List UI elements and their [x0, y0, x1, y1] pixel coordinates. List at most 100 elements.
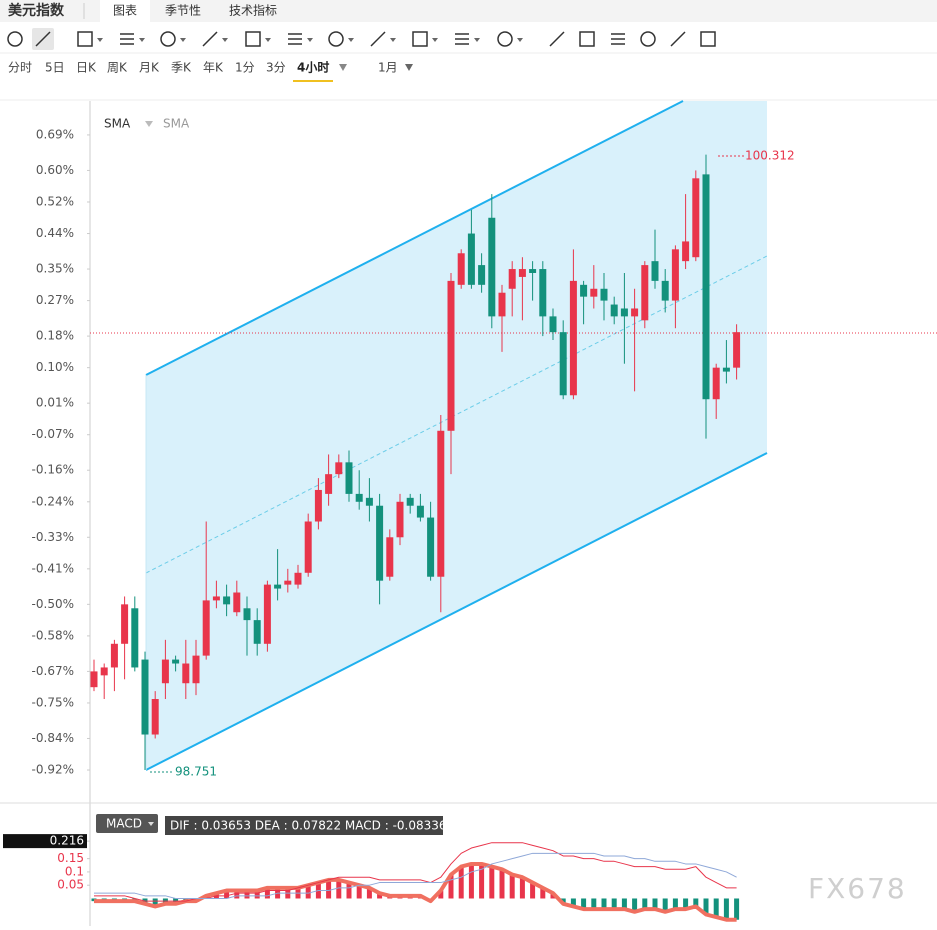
macd-bar — [356, 885, 362, 899]
y-tick-label: -0.50% — [32, 597, 74, 611]
indicator-values-bg — [165, 816, 443, 835]
period[interactable]: 季K — [171, 61, 192, 75]
icon-arrow — [432, 38, 438, 42]
legend-item[interactable]: SMA — [104, 117, 131, 131]
toolbar-icon[interactable] — [245, 31, 271, 47]
toolbar-icon[interactable] — [328, 31, 354, 47]
dropdown-arrow[interactable] — [339, 64, 347, 71]
candle-body — [722, 367, 730, 372]
candle-body — [212, 596, 220, 601]
y-tick-label: 0.216 — [50, 834, 84, 848]
toolbar-icon[interactable] — [77, 31, 103, 47]
icon-arrow — [139, 38, 145, 42]
y-tick-label: -0.58% — [32, 628, 74, 642]
icon-shape — [412, 31, 428, 47]
period[interactable]: 1分 — [235, 61, 255, 75]
toolbar-icon[interactable] — [160, 31, 186, 47]
period[interactable]: 3分 — [266, 61, 286, 75]
toolbar-icon[interactable] — [7, 31, 23, 47]
candle-body — [529, 269, 537, 273]
period[interactable]: 分时 — [8, 61, 32, 75]
y-tick-label: 0.18% — [36, 329, 74, 343]
macd-bar — [377, 893, 383, 899]
dropdown-arrow[interactable] — [405, 64, 413, 71]
macd-bar — [581, 898, 587, 910]
tab[interactable]: 技术指标 — [229, 3, 277, 18]
tab[interactable]: 季节性 — [165, 4, 201, 18]
toolbar-icon[interactable] — [497, 31, 523, 47]
indicator-name[interactable]: MACD — [106, 817, 142, 831]
period[interactable]: 4小时 — [297, 60, 329, 75]
macd-bar — [305, 885, 311, 899]
candle-body — [202, 600, 210, 656]
tab[interactable]: 图表 — [113, 4, 137, 18]
toolbar-icon[interactable] — [549, 31, 565, 47]
toolbar-icon[interactable] — [370, 31, 396, 47]
period[interactable]: 日K — [76, 61, 97, 75]
y-tick-label: 0.10% — [36, 360, 74, 374]
candle-body — [692, 178, 700, 258]
candle-body — [702, 174, 710, 400]
toolbar-icon[interactable] — [611, 33, 625, 45]
macd-bar — [254, 890, 260, 899]
icon-arrow — [348, 38, 354, 42]
dea-line — [94, 852, 737, 899]
icon-arrow — [180, 38, 186, 42]
macd-bar — [611, 898, 617, 910]
channel-fill — [146, 101, 767, 770]
period[interactable]: 月K — [139, 61, 160, 75]
candle-body — [233, 592, 241, 613]
icon-shape — [549, 31, 565, 47]
toolbar-icon[interactable] — [640, 31, 656, 47]
macd-bar — [448, 874, 454, 899]
icon-shape — [7, 31, 23, 47]
toolbar-icon[interactable] — [120, 33, 145, 45]
active-tab-bg — [100, 0, 150, 22]
candle-body — [600, 288, 608, 301]
icon-shape — [455, 33, 469, 45]
candle-body — [539, 269, 547, 317]
macd-bar — [693, 898, 699, 907]
candle-body — [488, 217, 496, 317]
toolbar-icon[interactable] — [700, 31, 716, 47]
y-tick-label: -0.41% — [32, 561, 74, 575]
icon-shape — [611, 33, 625, 45]
macd-bar — [489, 866, 495, 899]
y-tick-label: -0.75% — [32, 695, 74, 709]
period[interactable]: 周K — [107, 61, 128, 75]
toolbar-icon[interactable] — [288, 33, 313, 45]
toolbar-icon[interactable] — [35, 31, 51, 47]
candle-body — [345, 462, 353, 494]
candle-body — [559, 332, 567, 396]
toolbar-icon[interactable] — [670, 31, 686, 47]
toolbar-icon[interactable] — [455, 33, 480, 45]
candle-body — [263, 584, 271, 644]
candle-body — [182, 663, 190, 684]
icon-arrow — [265, 38, 271, 42]
y-tick-label: 0.69% — [36, 127, 74, 141]
toolbar-icon[interactable] — [412, 31, 438, 47]
icon-arrow — [474, 38, 480, 42]
toolbar-icon[interactable] — [579, 31, 595, 47]
candle-body — [590, 288, 598, 297]
icon-arrow — [307, 38, 313, 42]
candle-body — [447, 280, 455, 431]
candle-body — [325, 474, 333, 494]
candle-body — [406, 497, 414, 506]
macd-bar — [336, 879, 342, 899]
macd-bar — [621, 898, 627, 910]
candle-body — [498, 292, 506, 317]
candle-body — [100, 667, 108, 676]
legend-item[interactable]: SMA — [163, 117, 190, 131]
y-tick-label: -0.07% — [32, 427, 74, 441]
toolbar-icon[interactable] — [202, 31, 228, 47]
candle-body — [253, 620, 261, 644]
macd-bar — [703, 898, 709, 915]
period[interactable]: 5日 — [45, 61, 65, 75]
channel-lower — [145, 452, 768, 771]
range-select[interactable]: 1月 — [378, 61, 398, 75]
indicator-button[interactable] — [96, 814, 158, 833]
candle-body — [733, 332, 741, 368]
y-tick-label: -0.16% — [32, 463, 74, 477]
period[interactable]: 年K — [203, 61, 224, 75]
